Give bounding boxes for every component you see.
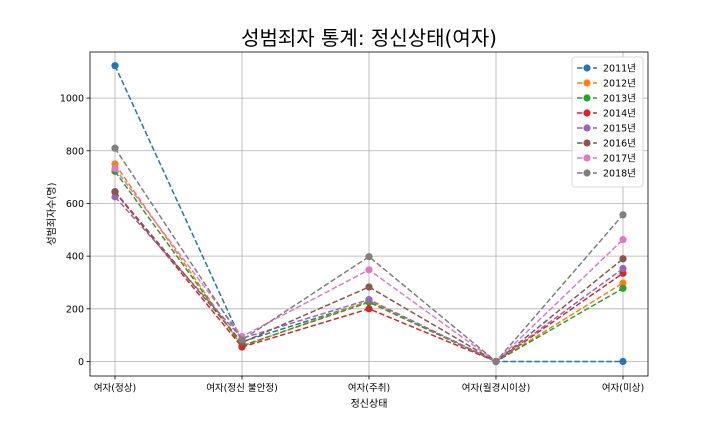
x-tick-label: 여자(정상) [94, 382, 136, 394]
legend-label: 2014년 [603, 109, 636, 120]
data-point [111, 144, 119, 152]
data-point [365, 283, 373, 291]
grid-layer [90, 52, 648, 376]
series-8 [111, 144, 627, 366]
data-point [619, 279, 627, 287]
chart-title: 성범죄자 통계: 정신상태(여자) [241, 26, 497, 50]
legend-entry: 2013년 [577, 94, 636, 105]
y-tick-label: 800 [66, 146, 84, 157]
y-tick-label: 600 [66, 199, 84, 210]
series-line [114, 147, 624, 363]
legend-marker [583, 94, 591, 102]
legend-entry: 2014년 [577, 109, 636, 120]
data-point [111, 188, 119, 196]
legend-label: 2017년 [603, 154, 636, 165]
legend-label: 2016년 [603, 139, 636, 150]
y-tick-label: 0 [78, 357, 84, 368]
data-point [492, 357, 500, 366]
tick-layer: 여자(정상) 여자(정신 불안정) 여자(주취) 여자(월경시이상) 여자(미상) 0 20… [60, 94, 644, 394]
legend-marker [583, 109, 591, 117]
legend-label: 2018년 [603, 169, 636, 180]
legend-marker [583, 124, 591, 132]
legend-label: 2011년 [603, 64, 636, 75]
legend-entry: 2016년 [577, 139, 636, 150]
x-tick-label: 여자(정신 불안정) [206, 382, 278, 394]
data-point [619, 264, 627, 273]
legend-entry: 2015년 [577, 124, 636, 135]
series-line [114, 170, 624, 363]
legend: 2011년 2012년 2013년 2014년 2015년 2016년 2017년 2018년 [571, 56, 644, 188]
data-point [111, 193, 119, 201]
data-point [365, 253, 373, 261]
x-axis-label: 정신상태 [351, 398, 388, 410]
data-point [365, 305, 373, 313]
data-point [365, 266, 373, 274]
legend-marker [583, 139, 591, 147]
y-tick-label: 200 [66, 304, 84, 315]
legend-label: 2013년 [603, 94, 636, 105]
data-point [238, 336, 246, 344]
legend-marker [583, 154, 591, 162]
legend-entry: 2017년 [577, 154, 636, 165]
data-point [365, 296, 373, 304]
data-point [619, 284, 627, 292]
x-tick-label: 여자(미상) [602, 382, 644, 394]
legend-marker [583, 169, 591, 177]
legend-entry: 2018년 [577, 169, 636, 180]
y-tick-label: 1000 [60, 94, 84, 105]
legend-marker [583, 64, 591, 72]
legend-label: 2012년 [603, 79, 636, 90]
data-point [111, 62, 119, 70]
data-point [619, 255, 627, 263]
series-layer [111, 62, 627, 366]
x-tick-label: 여자(월경시이상) [462, 382, 531, 394]
legend-entry: 2012년 [577, 79, 636, 90]
legend-entry: 2011년 [577, 64, 636, 75]
data-point [619, 357, 627, 366]
legend-label: 2015년 [603, 124, 636, 135]
legend-box [571, 56, 644, 188]
data-point [619, 211, 627, 219]
series-line [114, 191, 624, 363]
legend-marker [583, 79, 591, 87]
y-axis-label: 성범죄자수(명) [46, 182, 58, 245]
x-tick-label: 여자(주취) [348, 382, 390, 394]
data-point [111, 164, 119, 173]
data-point [619, 235, 627, 244]
y-tick-label: 400 [66, 252, 84, 263]
